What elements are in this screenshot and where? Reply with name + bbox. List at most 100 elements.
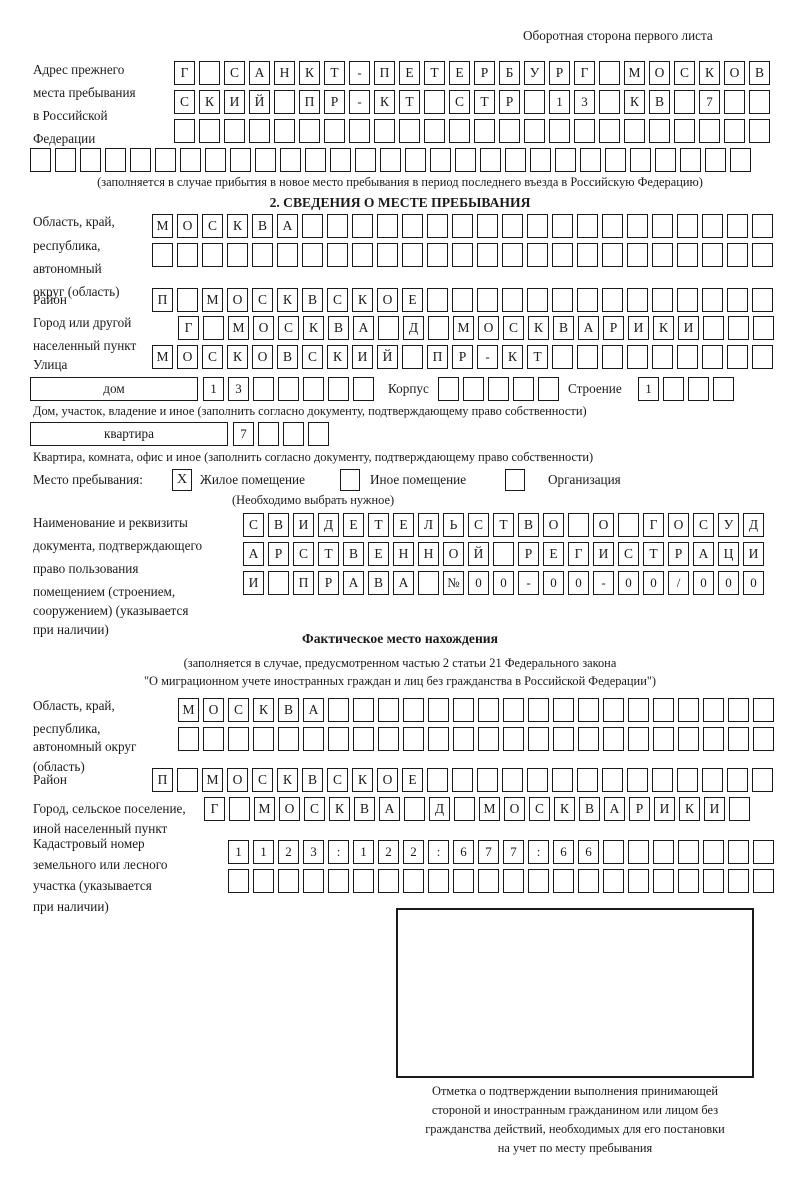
char-cell[interactable] xyxy=(653,727,674,751)
char-cell[interactable] xyxy=(203,727,224,751)
char-cell[interactable] xyxy=(454,797,475,821)
char-cell[interactable]: С xyxy=(228,698,249,722)
char-cell[interactable]: Г xyxy=(204,797,225,821)
char-cell[interactable] xyxy=(253,869,274,893)
char-cell[interactable]: Ц xyxy=(718,542,739,566)
char-cell[interactable] xyxy=(399,119,420,143)
char-cell[interactable]: О xyxy=(177,214,198,238)
char-cell[interactable] xyxy=(180,148,201,172)
char-cell[interactable]: Е xyxy=(402,288,423,312)
char-cell[interactable]: С xyxy=(202,345,223,369)
char-cell[interactable] xyxy=(527,768,548,792)
char-cell[interactable]: Е xyxy=(449,61,470,85)
char-cell[interactable]: Й xyxy=(377,345,398,369)
char-cell[interactable] xyxy=(230,148,251,172)
char-cell[interactable]: П xyxy=(293,571,314,595)
char-cell[interactable] xyxy=(130,148,151,172)
char-cell[interactable]: А xyxy=(277,214,298,238)
char-cell[interactable]: Д xyxy=(403,316,424,340)
char-cell[interactable] xyxy=(328,698,349,722)
char-cell[interactable] xyxy=(524,119,545,143)
char-cell[interactable]: О xyxy=(504,797,525,821)
char-cell[interactable] xyxy=(674,119,695,143)
char-cell[interactable]: 1 xyxy=(203,377,224,401)
char-cell[interactable] xyxy=(402,345,423,369)
char-cell[interactable]: Т xyxy=(474,90,495,114)
char-cell[interactable]: - xyxy=(349,90,370,114)
char-cell[interactable]: В xyxy=(277,345,298,369)
char-cell[interactable]: Р xyxy=(549,61,570,85)
char-cell[interactable] xyxy=(30,148,51,172)
char-cell[interactable] xyxy=(752,288,773,312)
char-cell[interactable]: Г xyxy=(174,61,195,85)
char-cell[interactable]: К xyxy=(327,345,348,369)
char-cell[interactable] xyxy=(380,148,401,172)
char-cell[interactable] xyxy=(253,727,274,751)
char-cell[interactable] xyxy=(80,148,101,172)
char-cell[interactable] xyxy=(202,243,223,267)
char-cell[interactable] xyxy=(577,243,598,267)
char-cell[interactable]: Р xyxy=(474,61,495,85)
char-cell[interactable]: К xyxy=(227,214,248,238)
char-cell[interactable]: С xyxy=(693,513,714,537)
char-cell[interactable] xyxy=(752,345,773,369)
char-cell[interactable]: Е xyxy=(343,513,364,537)
char-cell[interactable] xyxy=(727,288,748,312)
char-cell[interactable] xyxy=(603,727,624,751)
char-cell[interactable] xyxy=(574,119,595,143)
char-cell[interactable]: С xyxy=(327,768,348,792)
char-cell[interactable] xyxy=(493,542,514,566)
char-cell[interactable] xyxy=(283,422,304,446)
char-cell[interactable]: Е xyxy=(543,542,564,566)
char-cell[interactable]: Р xyxy=(318,571,339,595)
char-cell[interactable]: Т xyxy=(493,513,514,537)
char-cell[interactable]: О xyxy=(253,316,274,340)
char-cell[interactable] xyxy=(503,869,524,893)
char-cell[interactable] xyxy=(702,768,723,792)
char-cell[interactable] xyxy=(627,345,648,369)
char-cell[interactable]: / xyxy=(668,571,689,595)
char-cell[interactable] xyxy=(503,727,524,751)
char-cell[interactable] xyxy=(302,214,323,238)
char-cell[interactable] xyxy=(227,243,248,267)
char-cell[interactable] xyxy=(753,316,774,340)
char-cell[interactable]: И xyxy=(352,345,373,369)
char-cell[interactable] xyxy=(677,768,698,792)
char-cell[interactable] xyxy=(602,768,623,792)
char-cell[interactable] xyxy=(352,214,373,238)
char-cell[interactable] xyxy=(628,727,649,751)
char-cell[interactable] xyxy=(624,119,645,143)
char-cell[interactable]: К xyxy=(352,288,373,312)
char-cell[interactable] xyxy=(628,869,649,893)
char-cell[interactable] xyxy=(653,840,674,864)
char-cell[interactable] xyxy=(729,797,750,821)
char-cell[interactable] xyxy=(353,698,374,722)
char-cell[interactable] xyxy=(303,727,324,751)
char-cell[interactable]: П xyxy=(152,768,173,792)
char-cell[interactable]: Й xyxy=(468,542,489,566)
char-cell[interactable]: Е xyxy=(399,61,420,85)
char-cell[interactable]: Г xyxy=(574,61,595,85)
char-cell[interactable] xyxy=(652,768,673,792)
char-cell[interactable]: О xyxy=(724,61,745,85)
char-cell[interactable]: К xyxy=(303,316,324,340)
prev-address-row-4[interactable] xyxy=(30,148,755,172)
char-cell[interactable]: К xyxy=(299,61,320,85)
char-cell[interactable]: 3 xyxy=(228,377,249,401)
char-cell[interactable]: П xyxy=(152,288,173,312)
char-cell[interactable]: Ь xyxy=(443,513,464,537)
char-cell[interactable]: В xyxy=(278,698,299,722)
char-cell[interactable]: С xyxy=(304,797,325,821)
char-cell[interactable] xyxy=(577,288,598,312)
char-cell[interactable]: В xyxy=(518,513,539,537)
char-cell[interactable] xyxy=(752,768,773,792)
char-cell[interactable]: Т xyxy=(399,90,420,114)
char-cell[interactable] xyxy=(268,571,289,595)
char-cell[interactable]: Р xyxy=(324,90,345,114)
char-cell[interactable] xyxy=(402,214,423,238)
char-cell[interactable]: О xyxy=(279,797,300,821)
char-cell[interactable]: Н xyxy=(418,542,439,566)
char-cell[interactable]: К xyxy=(352,768,373,792)
